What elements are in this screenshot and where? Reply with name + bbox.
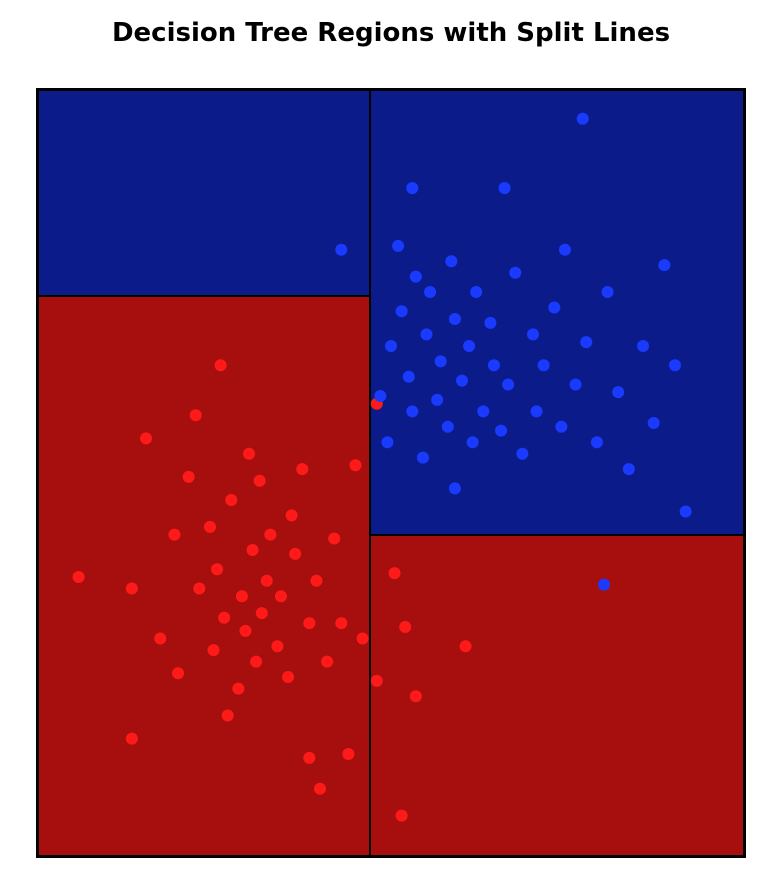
- split-line: [370, 534, 746, 536]
- split-line: [369, 88, 371, 858]
- plot-area: [36, 88, 746, 858]
- chart-canvas: Decision Tree Regions with Split Lines: [0, 0, 782, 873]
- plot-border-edge: [743, 88, 746, 858]
- split-line: [36, 295, 370, 297]
- plot-border-edge: [36, 88, 746, 91]
- region: [370, 535, 746, 858]
- chart-title: Decision Tree Regions with Split Lines: [0, 18, 782, 48]
- plot-border-edge: [36, 855, 746, 858]
- plot-border-edge: [36, 88, 39, 858]
- region: [36, 88, 370, 296]
- region: [36, 296, 370, 858]
- region: [370, 88, 746, 535]
